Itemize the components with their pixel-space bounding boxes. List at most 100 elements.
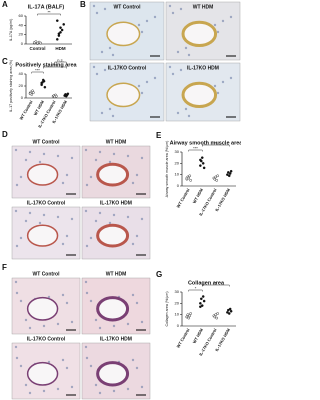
image-label: IL-17KO HDM xyxy=(100,200,132,206)
significance-label: * xyxy=(195,285,197,290)
data-point xyxy=(188,314,191,318)
tissue-cell xyxy=(100,111,104,115)
airway xyxy=(96,162,130,187)
significance-label: *** xyxy=(52,62,57,67)
panel-label: F xyxy=(2,263,7,272)
tissue-cell xyxy=(85,356,89,360)
tissue-cell xyxy=(98,326,102,330)
tissue-cell xyxy=(61,181,65,185)
tissue-cell xyxy=(168,4,172,8)
tissue-cell xyxy=(92,4,96,8)
tissue-cell xyxy=(137,84,141,88)
tissue-cell xyxy=(85,291,89,295)
chart-title: Positively staining area xyxy=(15,62,77,68)
tissue-cell xyxy=(70,156,74,160)
tissue-cell xyxy=(153,15,157,19)
tissue-cell xyxy=(108,46,112,50)
significance-label: n.s. xyxy=(57,57,63,62)
data-point xyxy=(55,38,59,41)
data-point xyxy=(201,295,205,298)
data-point xyxy=(199,164,202,167)
tissue-cell xyxy=(56,154,60,158)
x-tick-label: HDM xyxy=(55,46,65,51)
data-point xyxy=(186,313,190,316)
tissue-cell xyxy=(221,19,225,23)
data-point xyxy=(200,297,203,301)
airway xyxy=(26,296,59,321)
data-point xyxy=(215,179,218,182)
significance-bracket xyxy=(54,61,67,64)
image-label: IL-17KO Control xyxy=(27,200,66,206)
tissue-cell xyxy=(89,175,93,179)
y-tick-label: 0 xyxy=(177,323,180,328)
tissue-cell xyxy=(140,385,144,389)
tissue-cell xyxy=(98,150,102,154)
data-point xyxy=(216,312,219,315)
data-point xyxy=(36,41,39,45)
tissue-cell xyxy=(15,244,19,248)
data-point xyxy=(59,31,62,34)
tissue-cell xyxy=(42,389,46,393)
airway xyxy=(96,361,130,387)
tissue-cell xyxy=(126,215,130,219)
tissue-cell xyxy=(176,50,180,54)
data-point xyxy=(188,174,191,178)
tissue-cell xyxy=(14,345,18,349)
x-tick-label: WT HDM xyxy=(191,327,204,344)
tissue-cell xyxy=(89,364,93,368)
tissue-cell xyxy=(176,111,180,115)
tissue-cell xyxy=(140,217,144,221)
tissue-cell xyxy=(84,280,88,284)
tissue-cell xyxy=(19,364,23,368)
tissue-cell xyxy=(19,175,23,179)
x-tick-label: WT Control xyxy=(18,100,33,121)
tissue-cell xyxy=(108,107,112,111)
figure: WT Control WT HDM IL-17KO Control IL-17KO H… xyxy=(2,0,241,400)
tissue-cell xyxy=(14,209,18,213)
tissue-cell xyxy=(38,221,42,225)
tissue-cell xyxy=(85,183,89,187)
airway xyxy=(181,20,218,48)
tissue-cell xyxy=(70,320,74,324)
data-point xyxy=(229,309,233,313)
tissue-cell xyxy=(94,158,98,162)
data-point xyxy=(43,85,47,89)
data-point xyxy=(227,174,231,178)
airway xyxy=(106,21,141,47)
tissue-cell xyxy=(61,358,65,362)
significance-bracket xyxy=(43,66,67,69)
y-tick-label: 0 xyxy=(21,95,24,100)
tissue-cell xyxy=(213,23,217,27)
tissue-cell xyxy=(65,301,69,305)
y-axis-label: IL-17 positively staining area (%) xyxy=(9,60,13,112)
significance-label: *** xyxy=(193,145,198,150)
tissue-cell xyxy=(112,152,116,156)
tissue-cell xyxy=(47,295,51,299)
image-label: IL-17KO HDM xyxy=(187,65,219,71)
tissue-cell xyxy=(61,242,65,246)
tissue-cell xyxy=(56,322,60,326)
tissue-cell xyxy=(24,383,28,387)
image-label: IL-17KO Control xyxy=(27,336,66,342)
tissue-cell xyxy=(100,50,104,54)
tissue-cell xyxy=(28,391,32,395)
significance-label: * xyxy=(215,280,217,285)
tissue-cell xyxy=(38,160,42,164)
tissue-cell xyxy=(108,160,112,164)
data-point xyxy=(226,311,229,314)
tissue-cell xyxy=(15,183,19,187)
data-point xyxy=(42,79,46,83)
data-point xyxy=(200,156,204,159)
panel-label: E xyxy=(156,131,162,140)
tissue-cell xyxy=(131,293,135,297)
tissue-cell xyxy=(28,326,32,330)
airway xyxy=(96,296,130,322)
tissue-cell xyxy=(42,152,46,156)
tissue-cell xyxy=(229,15,233,19)
tissue-cell xyxy=(28,150,32,154)
image-label: WT Control xyxy=(33,271,61,277)
y-tick-label: 10 xyxy=(175,172,180,177)
y-tick-label: 20 xyxy=(175,300,180,305)
image-label: IL-17KO HDM xyxy=(100,336,132,342)
data-point xyxy=(214,313,218,316)
